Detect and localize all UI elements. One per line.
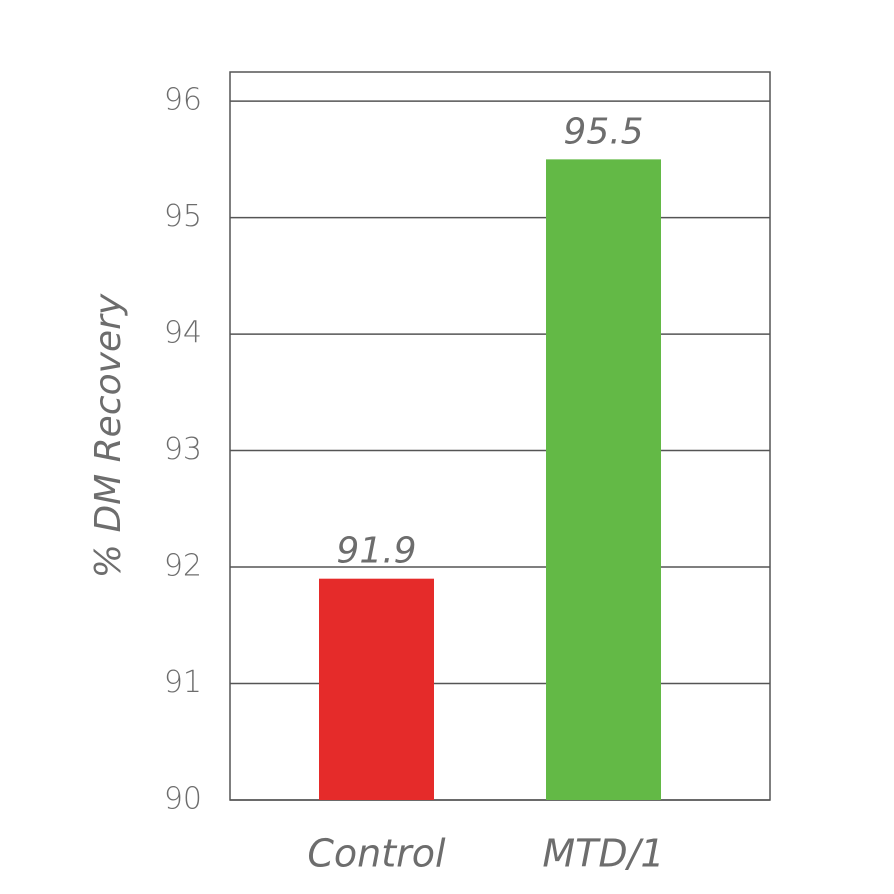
bar [319, 578, 434, 800]
value-label: 95.5 [563, 111, 643, 152]
x-tick-label: MTD/1 [542, 832, 664, 876]
x-tick-label: Control [307, 832, 446, 876]
plot-frame [229, 71, 771, 801]
y-tick-label: 90 [164, 782, 202, 817]
y-tick-label: 92 [164, 549, 202, 584]
y-tick-label: 96 [164, 83, 202, 118]
y-tick-label: 93 [164, 432, 202, 467]
y-tick-label: 94 [164, 316, 202, 351]
value-label: 91.9 [336, 531, 416, 572]
y-tick-label: 91 [164, 665, 202, 700]
y-axis-title: % DM Recovery [88, 293, 129, 578]
y-tick-label: 95 [164, 199, 202, 234]
bar [546, 159, 661, 801]
